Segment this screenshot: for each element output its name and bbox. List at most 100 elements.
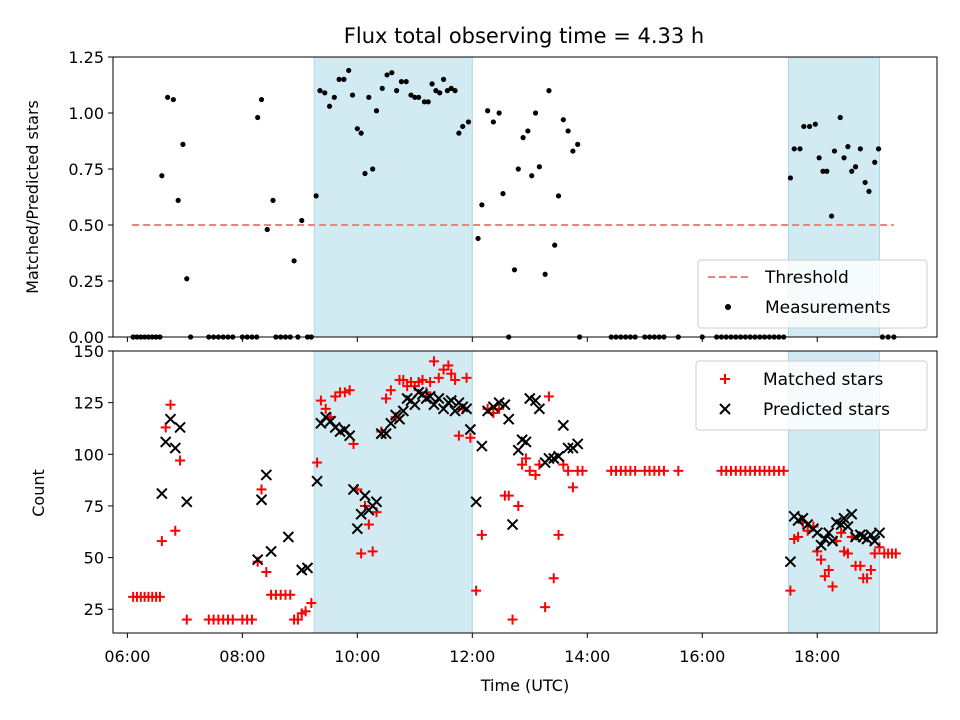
measurement-point (575, 141, 581, 147)
predicted-star-point (506, 518, 519, 531)
bottom-legend-box (695, 360, 928, 431)
measurement-point (448, 85, 454, 91)
matched-star-point (842, 548, 853, 559)
measurement-point (536, 164, 542, 170)
matched-star-point (567, 482, 578, 493)
predicted-star-point (393, 413, 406, 425)
matched-star-point (520, 453, 531, 464)
measurement-point (358, 130, 364, 136)
measurement-point (560, 117, 566, 123)
predicted-stars-legend-swatch (719, 403, 731, 415)
predicted-star-point (255, 494, 268, 506)
measurement-point (496, 110, 502, 116)
measurement-point (837, 114, 843, 121)
measurement-point (520, 135, 526, 141)
measurement-point (829, 213, 835, 219)
measurement-point (857, 146, 863, 152)
top-legend-box (697, 259, 928, 329)
predicted-star-point (424, 390, 436, 403)
matched-star-point (261, 567, 272, 578)
measurement-point (529, 173, 535, 179)
matched-star-point (315, 395, 326, 406)
measurement-point (555, 193, 562, 199)
matched-star-point (320, 403, 331, 414)
measurement-point (291, 258, 297, 264)
x-tick-label: 16:00 (679, 647, 725, 666)
predicted-star-point (449, 405, 461, 417)
predicted-star-point (823, 527, 835, 539)
predicted-star-point (159, 436, 172, 448)
predicted-star-point (355, 508, 367, 520)
measurement-point (546, 88, 552, 94)
measurement-point (313, 193, 319, 199)
measurement-point (440, 76, 447, 82)
measurement-point (433, 88, 439, 94)
measurement-point (370, 166, 376, 172)
measurement-point (379, 85, 385, 91)
predicted-star-point (873, 527, 886, 539)
measurement-point (444, 88, 450, 94)
matched-swatch-mark (720, 374, 730, 384)
predicted-star-point (481, 405, 494, 417)
threshold-legend-label: Threshold (764, 268, 849, 288)
bottom-y-tick-label: 25 (84, 600, 104, 619)
measurement-point (412, 94, 418, 100)
measurement-point (511, 267, 518, 273)
matched-star-point (513, 500, 524, 511)
matched-star-point (465, 432, 476, 443)
predicted-star-point (181, 496, 193, 508)
matched-star-point (543, 391, 554, 402)
measurement-point (362, 170, 368, 177)
measurement-point (485, 108, 491, 114)
matched-star-point (252, 556, 263, 567)
matched-star-point (890, 548, 901, 559)
measurement-point (408, 92, 414, 98)
matched-star-point (471, 585, 482, 596)
measurement-point (322, 90, 328, 96)
predicted-star-point (265, 545, 277, 558)
matched-star-point (175, 455, 186, 466)
predicted-star-point (251, 553, 264, 566)
predicted-star-point (343, 429, 356, 442)
x-axis-label: Time (UTC) (480, 676, 569, 695)
predicted-star-point (552, 450, 565, 463)
measurement-point (787, 175, 794, 181)
matched-star-point (246, 614, 257, 625)
predicted-star-point (169, 442, 181, 454)
top-axes-frame (112, 56, 938, 338)
measurement-point (845, 144, 851, 150)
top-y-tick-label: 0.50 (68, 216, 104, 235)
matched-star-point (312, 457, 323, 468)
measurement-point (456, 130, 462, 136)
measurement-point (349, 92, 356, 98)
matched-star-point (367, 546, 378, 557)
matched-star-point (503, 490, 514, 501)
measurement-point (824, 168, 830, 174)
measurement-point (812, 121, 818, 127)
matched-star-point (548, 573, 559, 584)
matched-star-point (398, 374, 409, 385)
measurement-point (165, 94, 171, 100)
x-tick-label: 06:00 (104, 647, 150, 666)
matched-star-point (563, 465, 574, 476)
measurement-point (570, 148, 576, 154)
matched-star-point (425, 376, 436, 387)
measurement-point (515, 166, 521, 172)
predicted-star-point (571, 438, 584, 450)
chart-title: Flux total observing time = 4.33 h (344, 24, 704, 48)
top-y-tick-label: 0.25 (68, 272, 104, 291)
matched-star-point (344, 385, 355, 396)
matched-star-point (363, 519, 374, 530)
x-tick-label: 10:00 (334, 647, 380, 666)
predicted-star-point (487, 401, 500, 413)
matched-star-point (306, 598, 317, 609)
top-y-tick-label: 1.25 (68, 48, 104, 67)
predicted-star-point (869, 535, 881, 547)
predicted-star-point (433, 392, 445, 405)
measurement-point (475, 235, 481, 242)
measurement-point (816, 155, 822, 161)
measurement-point (346, 67, 352, 74)
measurement-point (542, 271, 548, 277)
predicted-star-point (503, 413, 515, 425)
predicted-star-point (347, 483, 360, 496)
